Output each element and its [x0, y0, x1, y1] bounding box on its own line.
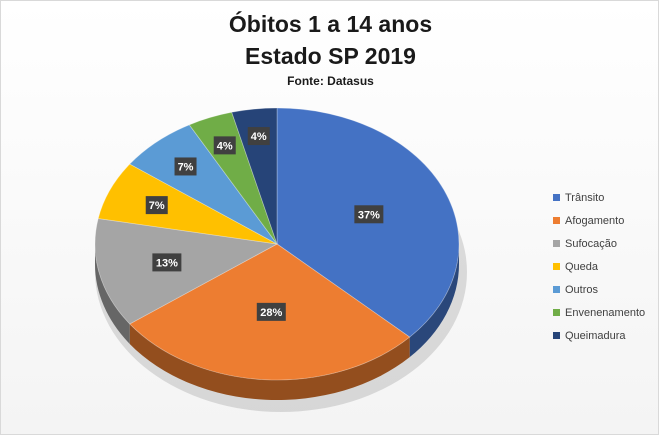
legend-item: Queimadura — [553, 324, 645, 347]
legend-label: Sufocação — [565, 237, 617, 250]
chart-source: Fonte: Datasus — [287, 74, 374, 88]
legend-label: Envenenamento — [565, 306, 646, 319]
legend-label: Afogamento — [565, 214, 625, 227]
data-label-box — [354, 205, 384, 224]
data-label-text: 7% — [149, 200, 165, 212]
data-label-text: 7% — [178, 161, 194, 173]
legend-swatch — [553, 286, 560, 293]
legend-swatch — [553, 194, 560, 201]
data-label: 7% — [145, 196, 168, 215]
data-label-text: 4% — [251, 131, 267, 143]
pie-slice-outros — [129, 124, 278, 245]
pie-slice-envenenamento — [188, 111, 278, 245]
chart-legend: Trânsito Afogamento Sufocação Queda Outros En… — [553, 186, 645, 347]
data-label-box — [247, 127, 270, 146]
legend-label: Queimadura — [565, 329, 626, 342]
data-label-text: 13% — [156, 257, 178, 269]
data-label: 37% — [354, 205, 384, 224]
data-label: 28% — [256, 302, 286, 321]
data-label-box — [145, 196, 168, 215]
data-label-box — [256, 302, 286, 321]
legend-swatch — [553, 309, 560, 316]
legend-swatch — [553, 263, 560, 270]
data-label-box — [152, 253, 182, 272]
data-label-box — [213, 136, 236, 155]
legend-item: Queda — [553, 255, 645, 278]
data-label-text: 4% — [217, 140, 233, 152]
pie-slice-side — [129, 323, 410, 400]
data-label: 7% — [174, 157, 197, 176]
data-label: 4% — [247, 127, 270, 146]
data-label-box — [174, 157, 197, 176]
legend-item: Envenenamento — [553, 301, 645, 324]
legend-swatch — [553, 240, 560, 247]
legend-item: Afogamento — [553, 209, 645, 232]
chart-title: Óbitos 1 a 14 anos — [228, 11, 433, 37]
legend-item: Sufocação — [553, 232, 645, 255]
legend-swatch — [553, 332, 560, 339]
data-label-text: 28% — [260, 307, 282, 319]
legend-label: Outros — [565, 283, 599, 296]
pie-slice-sufocação — [94, 218, 279, 325]
legend-item: Trânsito — [553, 186, 645, 209]
data-label: 4% — [213, 136, 236, 155]
pie-slice-side — [95, 244, 130, 344]
pie-slice-queda — [97, 163, 278, 245]
legend-label: Trânsito — [565, 191, 605, 204]
legend-item: Outros — [553, 278, 645, 301]
chart-subtitle: Estado SP 2019 — [245, 43, 416, 69]
legend-label: Queda — [565, 260, 599, 273]
pie-slice-side — [409, 244, 459, 358]
data-label: 13% — [152, 253, 182, 272]
legend-swatch — [553, 217, 560, 224]
data-label-text: 37% — [358, 209, 380, 221]
